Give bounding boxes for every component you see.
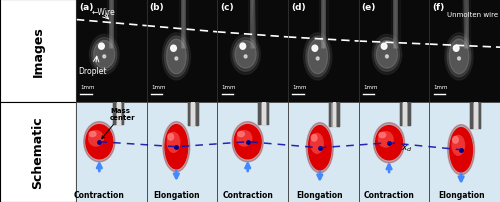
Ellipse shape — [103, 56, 106, 59]
Ellipse shape — [232, 122, 264, 162]
Ellipse shape — [233, 38, 258, 72]
Ellipse shape — [452, 136, 464, 156]
Ellipse shape — [374, 123, 404, 163]
Ellipse shape — [308, 126, 331, 170]
Ellipse shape — [168, 133, 179, 153]
Text: Schematic: Schematic — [32, 116, 44, 188]
Ellipse shape — [376, 126, 402, 160]
Ellipse shape — [306, 123, 333, 173]
Ellipse shape — [458, 58, 460, 61]
Text: (a): (a) — [79, 3, 93, 12]
Text: 1mm: 1mm — [292, 85, 306, 90]
Text: Mass
center: Mass center — [102, 107, 136, 139]
Ellipse shape — [449, 40, 469, 75]
Ellipse shape — [88, 131, 104, 146]
Ellipse shape — [306, 37, 330, 78]
Ellipse shape — [376, 41, 398, 69]
Ellipse shape — [454, 46, 459, 52]
Text: Droplet: Droplet — [78, 67, 106, 76]
Ellipse shape — [311, 134, 323, 154]
Ellipse shape — [175, 58, 178, 61]
Ellipse shape — [237, 131, 252, 146]
Ellipse shape — [98, 44, 104, 50]
Ellipse shape — [94, 41, 115, 69]
Ellipse shape — [163, 122, 190, 172]
Ellipse shape — [86, 125, 113, 159]
Ellipse shape — [448, 125, 474, 175]
Ellipse shape — [445, 34, 473, 81]
Ellipse shape — [240, 44, 246, 50]
Ellipse shape — [447, 37, 471, 78]
Text: Elongation: Elongation — [153, 190, 200, 199]
Text: 1mm: 1mm — [363, 85, 378, 90]
Ellipse shape — [372, 35, 402, 75]
Ellipse shape — [450, 128, 472, 172]
Text: (b): (b) — [150, 3, 164, 12]
Ellipse shape — [452, 137, 458, 143]
Text: (e): (e) — [362, 3, 376, 12]
Ellipse shape — [89, 132, 96, 137]
Ellipse shape — [238, 132, 244, 137]
Ellipse shape — [316, 58, 319, 61]
Ellipse shape — [312, 46, 318, 52]
Ellipse shape — [378, 132, 393, 147]
Ellipse shape — [244, 56, 247, 59]
Text: Contraction: Contraction — [364, 190, 414, 199]
Ellipse shape — [382, 44, 387, 50]
Text: (c): (c) — [220, 3, 234, 12]
Ellipse shape — [84, 122, 115, 162]
Text: 1mm: 1mm — [151, 85, 166, 90]
Text: ←Wire: ←Wire — [92, 8, 116, 17]
Ellipse shape — [231, 35, 260, 75]
Text: 1mm: 1mm — [222, 85, 236, 90]
Text: Contraction: Contraction — [222, 190, 273, 199]
Ellipse shape — [162, 34, 190, 81]
Ellipse shape — [168, 134, 173, 140]
Ellipse shape — [379, 133, 386, 138]
Text: (d): (d) — [291, 3, 306, 12]
Text: 1mm: 1mm — [434, 85, 448, 90]
Text: Unmolten wire: Unmolten wire — [447, 12, 498, 18]
Ellipse shape — [234, 125, 261, 159]
Ellipse shape — [304, 34, 332, 81]
Ellipse shape — [312, 135, 317, 141]
Text: Elongation: Elongation — [296, 190, 343, 199]
Text: Elongation: Elongation — [438, 190, 484, 199]
Ellipse shape — [235, 41, 256, 69]
Ellipse shape — [90, 35, 119, 75]
Text: Contraction: Contraction — [74, 190, 125, 199]
Ellipse shape — [374, 38, 400, 72]
Ellipse shape — [166, 40, 186, 75]
Text: Images: Images — [32, 26, 44, 76]
Ellipse shape — [386, 56, 388, 59]
Ellipse shape — [92, 38, 117, 72]
Text: $x_d$: $x_d$ — [401, 143, 412, 153]
Ellipse shape — [308, 40, 328, 75]
Ellipse shape — [164, 37, 188, 78]
Ellipse shape — [165, 125, 188, 169]
Text: (f): (f) — [432, 3, 444, 12]
Ellipse shape — [170, 46, 176, 52]
Text: 1mm: 1mm — [80, 85, 94, 90]
